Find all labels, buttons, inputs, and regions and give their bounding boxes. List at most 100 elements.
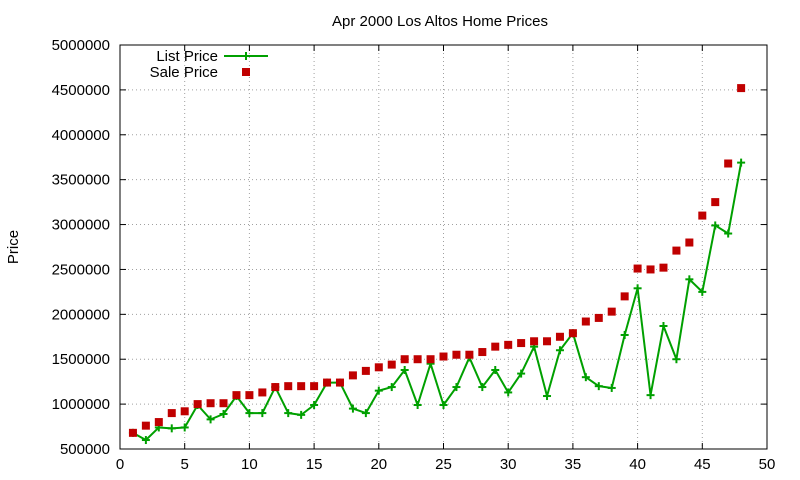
sale-price-point bbox=[685, 238, 694, 247]
legend-item-list-price: List Price bbox=[156, 48, 268, 65]
list-price-point bbox=[167, 424, 176, 433]
sale-price-point bbox=[426, 355, 435, 364]
sale-price-point bbox=[478, 348, 487, 357]
sale-price-point bbox=[219, 399, 228, 408]
sale-price-point bbox=[517, 339, 526, 348]
list-price-point bbox=[400, 365, 409, 374]
list-price-point bbox=[297, 410, 306, 419]
sale-price-point bbox=[465, 350, 474, 359]
legend-marker bbox=[242, 68, 250, 76]
list-price-point bbox=[633, 284, 642, 293]
list-price-point bbox=[620, 330, 629, 339]
y-tick-label: 4000000 bbox=[52, 127, 110, 144]
sale-price-point bbox=[672, 246, 681, 255]
legend-item-sale-price: Sale Price bbox=[150, 64, 250, 81]
sale-price-point bbox=[698, 211, 707, 220]
x-tick-label: 40 bbox=[629, 456, 646, 473]
sale-price-point bbox=[271, 383, 280, 392]
x-tick-label: 5 bbox=[181, 456, 189, 473]
y-tick-label: 1000000 bbox=[52, 396, 110, 413]
sale-price-point bbox=[193, 400, 202, 409]
list-price-point bbox=[258, 409, 267, 418]
list-price-point bbox=[284, 409, 293, 418]
list-price-point bbox=[452, 383, 461, 392]
legend-marker bbox=[242, 52, 250, 60]
list-price-point bbox=[141, 436, 150, 445]
list-price-point bbox=[607, 383, 616, 392]
y-tick-label: 4500000 bbox=[52, 82, 110, 99]
sale-price-point bbox=[297, 382, 306, 391]
list-price-point bbox=[594, 382, 603, 391]
list-price-point bbox=[698, 287, 707, 296]
list-price-point bbox=[724, 229, 733, 238]
chart-title: Apr 2000 Los Altos Home Prices bbox=[332, 13, 548, 30]
sale-price-point bbox=[387, 360, 396, 369]
y-tick-label: 500000 bbox=[60, 441, 110, 458]
sale-price-point bbox=[555, 332, 564, 341]
list-price-point bbox=[180, 423, 189, 432]
legend-label: Sale Price bbox=[150, 64, 218, 81]
sale-price-point bbox=[711, 198, 720, 207]
sale-price-point bbox=[232, 391, 241, 400]
list-price-point bbox=[659, 322, 668, 331]
series-layer bbox=[128, 84, 746, 445]
y-tick-label: 5000000 bbox=[52, 37, 110, 54]
sale-price-point bbox=[180, 407, 189, 416]
y-tick-label: 3500000 bbox=[52, 172, 110, 189]
sale-price-point bbox=[439, 352, 448, 361]
sale-price-point bbox=[167, 409, 176, 418]
list-price-point bbox=[219, 409, 228, 418]
series-sale-price bbox=[128, 84, 746, 437]
x-tick-label: 10 bbox=[241, 456, 258, 473]
sale-price-point bbox=[633, 264, 642, 273]
sale-price-point bbox=[335, 378, 344, 387]
sale-price-point bbox=[323, 378, 332, 387]
sale-price-point bbox=[284, 382, 293, 391]
grid-layer bbox=[120, 45, 767, 449]
sale-price-point bbox=[607, 307, 616, 316]
list-price-point bbox=[711, 221, 720, 230]
list-price-point bbox=[491, 365, 500, 374]
sale-price-point bbox=[620, 292, 629, 301]
y-tick-label: 3000000 bbox=[52, 217, 110, 234]
x-tick-label: 15 bbox=[306, 456, 323, 473]
list-price-point bbox=[348, 404, 357, 413]
sale-price-point bbox=[154, 418, 163, 427]
list-price-point bbox=[685, 275, 694, 284]
y-tick-label: 1500000 bbox=[52, 351, 110, 368]
list-price-point bbox=[413, 401, 422, 410]
list-price-point bbox=[517, 369, 526, 378]
list-price-point bbox=[737, 158, 746, 167]
x-tick-label: 0 bbox=[116, 456, 124, 473]
sale-price-point bbox=[348, 371, 357, 380]
sale-price-point bbox=[646, 265, 655, 274]
sale-price-point bbox=[374, 363, 383, 372]
legend-label: List Price bbox=[156, 48, 218, 65]
sale-price-point bbox=[659, 263, 668, 272]
list-price-point bbox=[581, 373, 590, 382]
x-tick-label: 35 bbox=[565, 456, 582, 473]
y-tick-label: 2500000 bbox=[52, 261, 110, 278]
list-price-point bbox=[310, 401, 319, 410]
sale-price-point bbox=[737, 84, 746, 93]
list-price-point bbox=[504, 388, 513, 397]
x-tick-label: 45 bbox=[694, 456, 711, 473]
list-price-point bbox=[672, 355, 681, 364]
sale-price-point bbox=[568, 329, 577, 338]
sale-price-point bbox=[491, 342, 500, 351]
sale-price-point bbox=[310, 382, 319, 391]
x-tick-label: 25 bbox=[435, 456, 452, 473]
list-price-point bbox=[374, 386, 383, 395]
x-tick-label: 50 bbox=[759, 456, 776, 473]
list-price-point bbox=[478, 383, 487, 392]
list-price-point bbox=[555, 346, 564, 355]
list-price-point bbox=[439, 401, 448, 410]
sale-price-point bbox=[581, 317, 590, 326]
axes-layer: 0 5 10 15 20 25 30 35 40 45 50 500000 1000000 1500000… bbox=[52, 37, 776, 473]
sale-price-point bbox=[413, 355, 422, 364]
sale-price-point bbox=[594, 313, 603, 322]
list-price-point bbox=[646, 391, 655, 400]
